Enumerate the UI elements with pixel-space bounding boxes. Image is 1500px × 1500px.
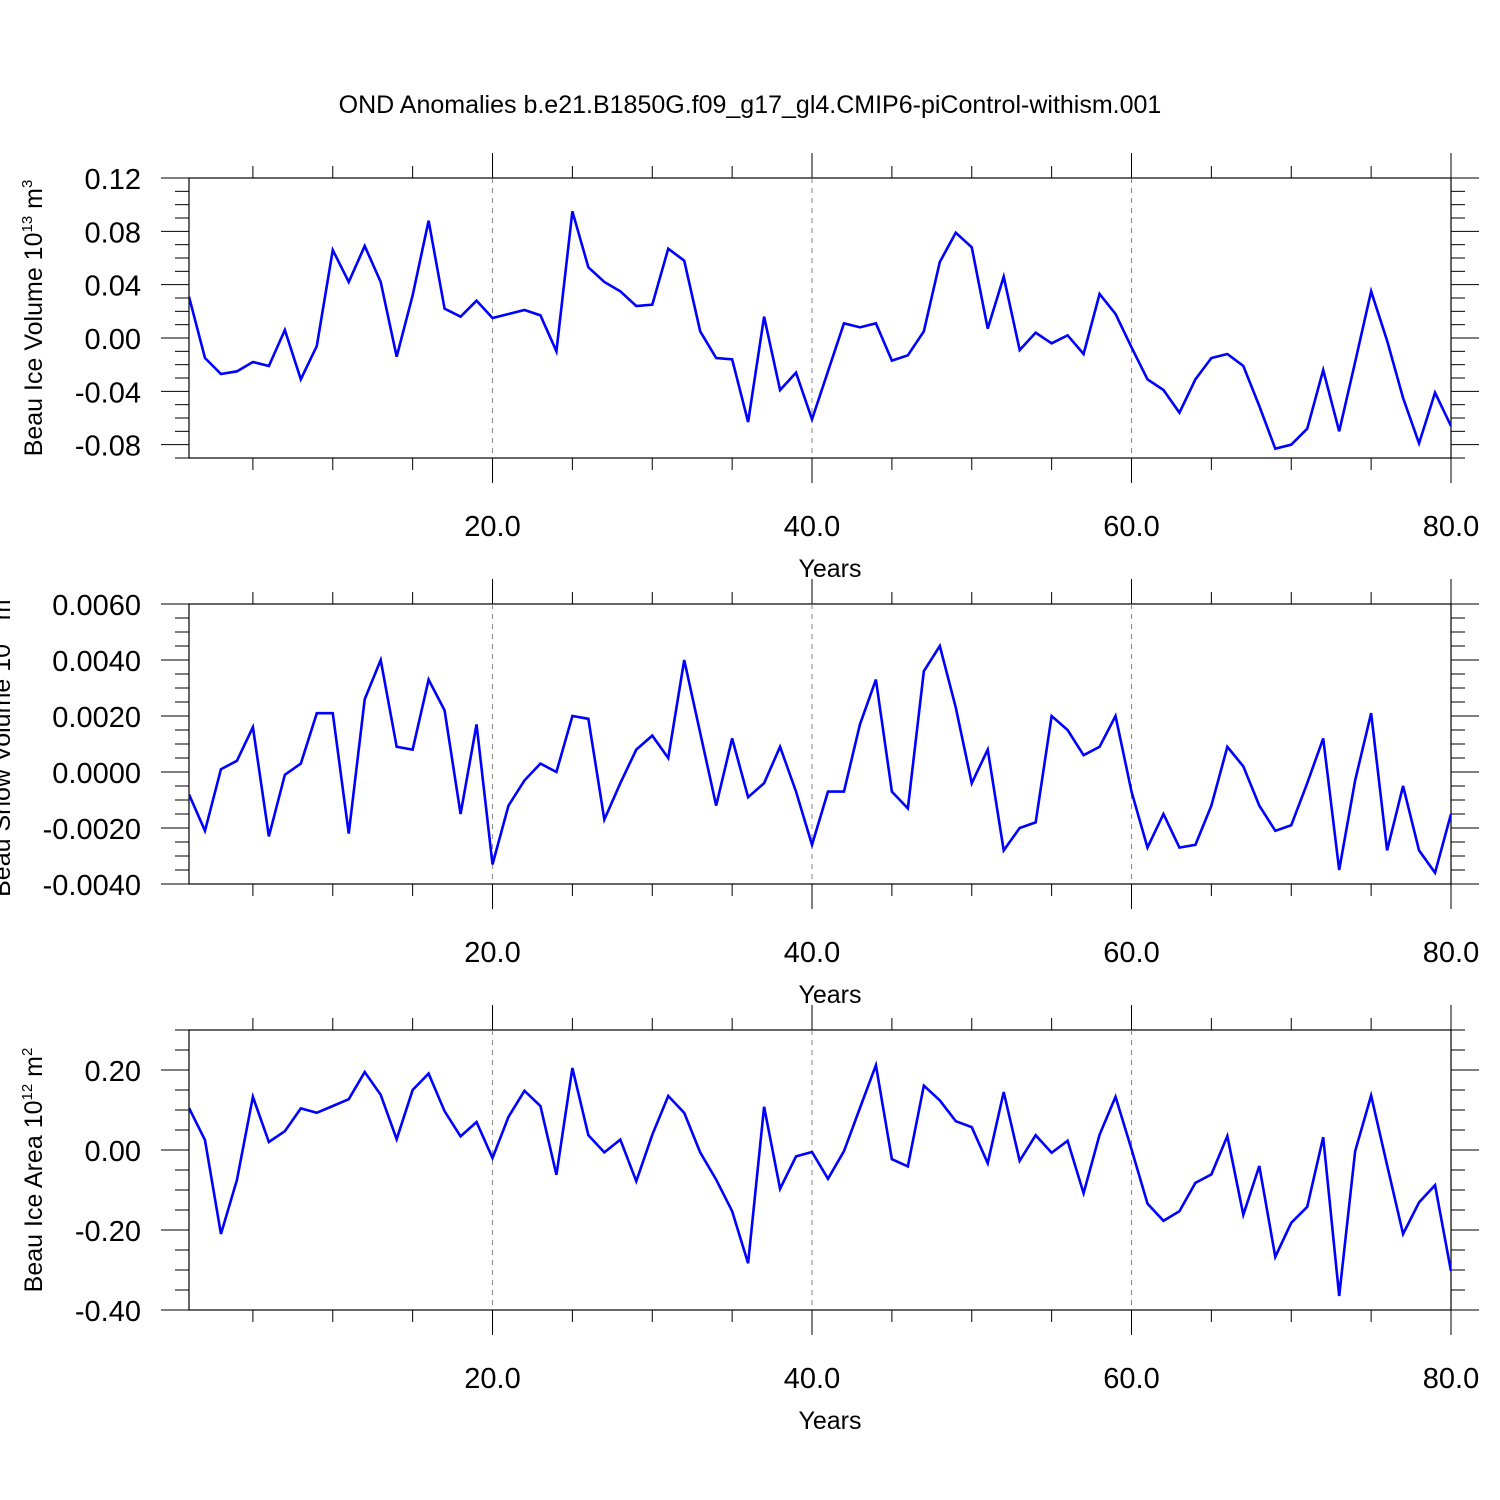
y-axis-label: Beau Ice Volume 1013 m3 — [19, 180, 48, 457]
series-line — [189, 1060, 1451, 1297]
x-axis-label: Years — [798, 981, 861, 1009]
y-tick-label: 0.0020 — [52, 702, 141, 734]
x-tick-label: 60.0 — [1103, 1363, 1159, 1395]
y-tick-label: -0.20 — [75, 1216, 141, 1248]
y-tick-label: 0.0040 — [52, 646, 141, 678]
plot-frame — [188, 1029, 1452, 1311]
chart-panels: -0.08 -0.04 0.00 0.04 0.08 0.12 20.0 40.0 60.0 80… — [0, 153, 1479, 1435]
x-tick-label: 20.0 — [464, 511, 520, 543]
y-tick-label: 0.00 — [85, 324, 141, 356]
panel-3: -0.40 -0.20 0.00 0.20 20.0 40.0 60.0 80.0 Years B… — [19, 1005, 1479, 1435]
panel-1: -0.08 -0.04 0.00 0.04 0.08 0.12 20.0 40.0 60.0 80… — [19, 153, 1479, 583]
x-tick-label: 60.0 — [1103, 937, 1159, 969]
panel-2: -0.0040 -0.0020 0.0000 0.0020 0.0040 0.0060 20… — [0, 579, 1479, 1009]
y-tick-label: 0.12 — [85, 164, 141, 196]
y-tick-label: -0.40 — [75, 1296, 141, 1328]
y-tick-label: -0.0040 — [43, 870, 141, 902]
y-tick-label: 0.0000 — [52, 758, 141, 790]
y-tick-label: 0.08 — [85, 217, 141, 249]
y-tick-label: -0.08 — [75, 431, 141, 463]
series-line — [189, 210, 1451, 451]
plot-frame — [188, 603, 1452, 885]
y-tick-label: -0.0020 — [43, 814, 141, 846]
y-tick-label: 0.00 — [85, 1136, 141, 1168]
plot-frame — [188, 177, 1452, 459]
x-tick-label: 40.0 — [784, 1363, 840, 1395]
x-tick-label: 60.0 — [1103, 511, 1159, 543]
x-axis-label: Years — [798, 1407, 861, 1435]
chart-title: OND Anomalies b.e21.B1850G.f09_g17_gl4.C… — [339, 91, 1162, 119]
y-axis-label: Beau Snow Volume 1013 m3 — [0, 591, 16, 897]
series-line — [189, 642, 1451, 876]
x-tick-label: 80.0 — [1423, 937, 1479, 969]
x-tick-label: 20.0 — [464, 937, 520, 969]
y-tick-label: -0.04 — [75, 377, 141, 409]
x-tick-label: 40.0 — [784, 511, 840, 543]
y-tick-label: 0.04 — [85, 271, 141, 303]
y-tick-label: 0.0060 — [52, 590, 141, 622]
x-tick-label: 80.0 — [1423, 1363, 1479, 1395]
x-tick-label: 40.0 — [784, 937, 840, 969]
x-axis-label: Years — [798, 555, 861, 583]
x-tick-label: 80.0 — [1423, 511, 1479, 543]
y-axis-label: Beau Ice Area 1012 m2 — [19, 1048, 48, 1293]
x-tick-label: 20.0 — [464, 1363, 520, 1395]
y-tick-label: 0.20 — [85, 1056, 141, 1088]
